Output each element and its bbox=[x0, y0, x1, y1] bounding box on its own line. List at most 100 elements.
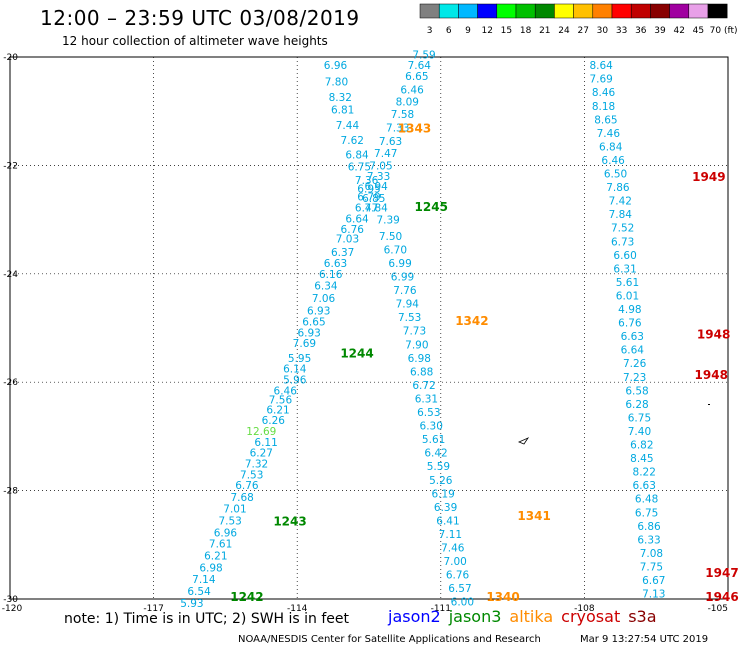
legend-altika: altika bbox=[509, 607, 554, 626]
credit-text: NOAA/NESDIS Center for Satellite Applica… bbox=[238, 634, 541, 645]
colorbar-swatch bbox=[669, 3, 690, 19]
wave-height-label: 6.46 bbox=[601, 155, 625, 167]
pass-time-label: 1946 bbox=[705, 590, 738, 604]
wave-height-label: 6.21 bbox=[266, 404, 289, 416]
wave-height-label: 6.60 bbox=[613, 250, 636, 262]
wave-height-label: 6.19 bbox=[431, 488, 454, 500]
wave-height-label: 6.54 bbox=[187, 586, 211, 598]
wave-height-label: 6.99 bbox=[388, 258, 411, 270]
wave-height-label: 7.94 bbox=[396, 299, 420, 311]
wave-height-label: 7.32 bbox=[245, 459, 268, 471]
wave-height-label: 7.42 bbox=[609, 196, 632, 208]
wave-height-label: 6.16 bbox=[319, 269, 343, 281]
colorbar-swatch bbox=[688, 3, 709, 19]
wave-height-label: 7.80 bbox=[325, 76, 348, 88]
x-tick-label: -111 bbox=[431, 604, 451, 614]
pass-time-label: 1242 bbox=[230, 590, 263, 604]
wave-height-label: 6.11 bbox=[254, 437, 277, 449]
wave-height-label: 6.63 bbox=[633, 480, 656, 492]
colorbar-label: 3 bbox=[427, 26, 433, 36]
wave-height-label: 7.68 bbox=[230, 492, 253, 504]
satellite-legend: jason2 jason3 altika cryosat s3a bbox=[388, 607, 665, 626]
wave-height-label: 5.26 bbox=[429, 475, 453, 487]
wave-height-label: 7.50 bbox=[379, 231, 402, 243]
wave-height-label: 6.88 bbox=[410, 366, 433, 378]
colorbar-label: 18 bbox=[520, 26, 532, 36]
pass-time-label: 1948 bbox=[697, 327, 730, 341]
wave-height-label: 6.46 bbox=[400, 85, 424, 97]
wave-height-label: 5.59 bbox=[427, 461, 450, 473]
wave-height-label: 6.46 bbox=[274, 385, 298, 397]
wave-height-label: 6.70 bbox=[384, 244, 407, 256]
wave-height-label: 6.21 bbox=[204, 551, 227, 563]
wave-height-label: 7.63 bbox=[379, 136, 402, 148]
wave-height-label: 7.84 bbox=[364, 203, 388, 215]
wave-height-label: 7.47 bbox=[374, 148, 397, 160]
wave-height-label: 8.46 bbox=[592, 87, 616, 99]
colorbar-label: 42 bbox=[673, 26, 684, 36]
wave-height-label: 6.75 bbox=[635, 507, 658, 519]
y-tick-label: -24 bbox=[3, 270, 18, 280]
pass-time-label: 1342 bbox=[455, 314, 488, 328]
wave-height-label: 12.69 bbox=[246, 426, 276, 438]
y-tick-label: -22 bbox=[3, 161, 18, 171]
colorbar-swatch bbox=[592, 3, 613, 19]
wave-height-label: 7.36 bbox=[355, 175, 379, 187]
wave-height-label: 7.33 bbox=[386, 122, 409, 134]
colorbar-label: 70 (ft) bbox=[710, 26, 738, 36]
wave-height-label: 6.37 bbox=[331, 247, 354, 259]
wave-height-label: 6.33 bbox=[637, 534, 660, 546]
plot-frame bbox=[9, 56, 729, 600]
wave-height-label: 6.31 bbox=[613, 263, 636, 275]
colorbar-label: 39 bbox=[654, 26, 666, 36]
colorbar-swatch bbox=[554, 3, 574, 19]
wave-height-label: 6.28 bbox=[625, 399, 648, 411]
x-tick-label: -108 bbox=[574, 604, 595, 614]
wave-height-label: 4.98 bbox=[618, 304, 641, 316]
colorbar-label: 21 bbox=[539, 26, 550, 36]
wave-height-label: 7.62 bbox=[341, 135, 364, 147]
colorbar-swatch bbox=[573, 3, 594, 19]
wave-height-label: 6.95 bbox=[357, 184, 380, 196]
y-tick-label: -28 bbox=[3, 487, 18, 497]
y-tick-label: -20 bbox=[3, 53, 18, 63]
wave-height-label: 8.45 bbox=[630, 453, 653, 465]
pass-time-label: 1343 bbox=[398, 121, 431, 135]
colorbar-label: 15 bbox=[501, 26, 512, 36]
wave-height-label: 7.01 bbox=[223, 503, 246, 515]
x-tick-label: -105 bbox=[708, 604, 728, 614]
wave-height-label: 7.14 bbox=[192, 574, 216, 586]
colorbar-swatch bbox=[419, 3, 440, 19]
wave-height-label: 7.84 bbox=[609, 209, 633, 221]
wave-height-label: 7.33 bbox=[367, 171, 390, 183]
wave-height-label: 6.79 bbox=[357, 191, 380, 203]
wave-height-label: 8.09 bbox=[396, 96, 419, 108]
pass-time-label: 1340 bbox=[486, 590, 519, 604]
wave-height-label: 6.98 bbox=[199, 563, 222, 575]
wave-height-label: 6.82 bbox=[630, 440, 653, 452]
x-tick-label: -120 bbox=[2, 604, 23, 614]
wave-height-label: 6.96 bbox=[324, 60, 348, 72]
wave-height-label: 6.72 bbox=[412, 380, 435, 392]
wave-height-label: 6.63 bbox=[324, 258, 347, 270]
island-outline bbox=[517, 437, 530, 445]
wave-height-label: 6.57 bbox=[448, 583, 471, 595]
wave-height-label: 6.81 bbox=[331, 105, 354, 117]
colorbar-swatch bbox=[611, 3, 632, 19]
wave-height-label: 6.27 bbox=[250, 448, 273, 460]
wave-height-label: 6.00 bbox=[451, 597, 474, 609]
wave-height-label: 6.76 bbox=[341, 224, 365, 236]
wave-height-label: 5.95 bbox=[288, 353, 311, 365]
x-tick-label: -114 bbox=[287, 604, 308, 614]
wave-height-label: 7.06 bbox=[312, 293, 336, 305]
wave-height-label: 6.84 bbox=[345, 150, 369, 162]
wave-height-label: 6.39 bbox=[434, 502, 457, 514]
colorbar-swatch bbox=[707, 3, 728, 19]
wave-height-label: 7.03 bbox=[336, 234, 359, 246]
wave-height-label: 7.52 bbox=[611, 223, 634, 235]
wave-height-label: 5.61 bbox=[422, 434, 445, 446]
legend-jason3: jason3 bbox=[448, 607, 502, 626]
legend-s3a: s3a bbox=[628, 607, 657, 626]
wave-height-label: 7.00 bbox=[443, 556, 466, 568]
